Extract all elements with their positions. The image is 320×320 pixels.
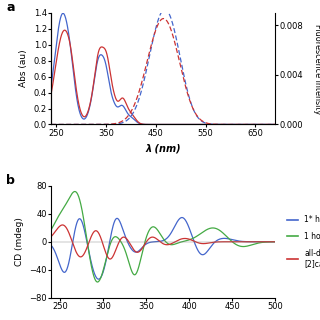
Y-axis label: CD (mdeg): CD (mdeg) bbox=[15, 217, 24, 266]
Y-axis label: Fluorescence intensity: Fluorescence intensity bbox=[313, 23, 320, 114]
Text: b: b bbox=[6, 174, 15, 187]
Text: a: a bbox=[6, 1, 15, 13]
X-axis label: λ (nm): λ (nm) bbox=[145, 143, 181, 153]
Y-axis label: Abs (au): Abs (au) bbox=[19, 50, 28, 87]
Legend: 1* homodimer, 1 homodimer, all-donor
[2]catenane: 1* homodimer, 1 homodimer, all-donor [2]… bbox=[284, 212, 320, 271]
